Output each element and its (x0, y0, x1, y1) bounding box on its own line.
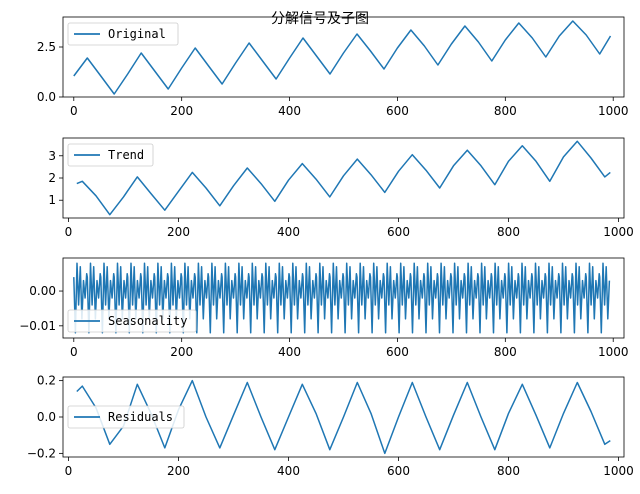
figure-title: 分解信号及子图 (271, 11, 369, 27)
legend-label: Seasonality (108, 314, 187, 328)
legend: Residuals (67, 405, 185, 429)
x-tick-label: 0 (65, 225, 73, 239)
x-tick-label: 0 (65, 464, 73, 478)
y-tick-label: −0.01 (19, 319, 56, 333)
y-tick-label: 0.2 (37, 374, 56, 388)
x-tick-label: 800 (497, 225, 520, 239)
y-tick-label: 1 (48, 193, 56, 207)
x-tick-label: 0 (70, 104, 78, 118)
x-tick-label: 200 (170, 345, 193, 359)
x-tick-label: 1000 (603, 464, 634, 478)
x-tick-label: 800 (497, 464, 520, 478)
series-line-seasonality (73, 262, 611, 334)
x-tick-label: 1000 (598, 104, 629, 118)
y-tick-label: 2 (48, 171, 56, 185)
subplot-4: 0 200 400 600 800 1000 0.2 0.0 −0.2 Residuals (27, 374, 634, 478)
subplot-3: 0 200 400 600 800 1000 0.00 −0.01 Seasonality (19, 257, 629, 359)
subplot-1: 0 200 400 600 800 1000 0.0 2.5 Original (37, 16, 629, 118)
x-tick-label: 600 (387, 225, 410, 239)
legend-box (67, 143, 154, 167)
x-tick-label: 800 (494, 345, 517, 359)
x-tick-label: 200 (170, 104, 193, 118)
legend-label: Trend (108, 148, 144, 162)
axes-frame (62, 257, 625, 339)
subplot-2: 0 200 400 600 800 1000 1 2 3 Trend (48, 137, 634, 239)
x-tick-label: 600 (386, 104, 409, 118)
legend: Seasonality (67, 309, 197, 333)
legend: Trend (67, 143, 154, 167)
x-tick-label: 0 (70, 345, 78, 359)
y-tick-label: 0.0 (37, 90, 56, 104)
x-tick-label: 400 (278, 345, 301, 359)
series-line-residuals (76, 379, 611, 455)
x-tick-label: 400 (277, 225, 300, 239)
legend: Original (67, 22, 179, 46)
y-tick-label: 2.5 (37, 40, 56, 54)
legend-label: Residuals (108, 410, 173, 424)
x-tick-label: 800 (494, 104, 517, 118)
y-tick-label: 0.0 (37, 410, 56, 424)
series-line-original (73, 20, 612, 95)
x-tick-label: 600 (386, 345, 409, 359)
series-line-trend (76, 140, 611, 216)
axes-frame (62, 16, 625, 98)
x-tick-label: 1000 (603, 225, 634, 239)
legend-box (67, 22, 179, 46)
x-tick-label: 1000 (598, 345, 629, 359)
x-tick-label: 200 (167, 225, 190, 239)
legend-label: Original (108, 27, 166, 41)
legend-box (67, 405, 185, 429)
x-tick-label: 200 (167, 464, 190, 478)
y-tick-label: −0.2 (27, 446, 56, 460)
y-tick-label: 0.00 (29, 284, 56, 298)
x-tick-label: 400 (277, 464, 300, 478)
y-tick-label: 3 (48, 149, 56, 163)
x-tick-label: 400 (278, 104, 301, 118)
legend-box (67, 309, 197, 333)
x-tick-label: 600 (387, 464, 410, 478)
